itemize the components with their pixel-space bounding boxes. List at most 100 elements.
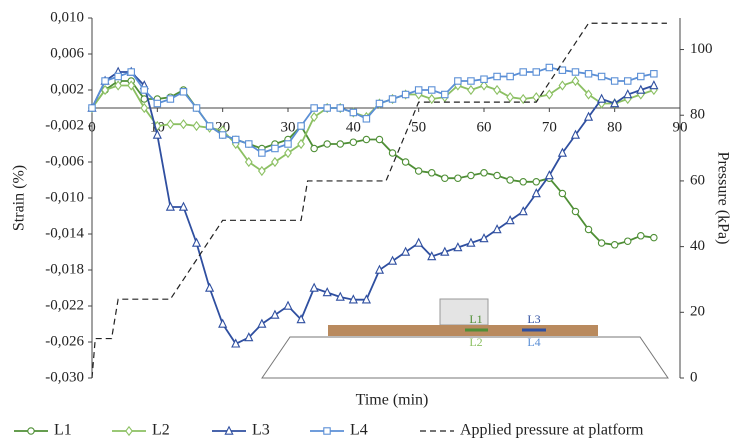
marker <box>101 77 109 85</box>
marker <box>532 178 541 186</box>
marker <box>245 140 253 148</box>
marker <box>532 68 541 76</box>
marker <box>192 120 201 132</box>
marker <box>570 129 581 139</box>
marker <box>441 90 449 99</box>
marker <box>310 111 319 123</box>
marker <box>532 92 541 103</box>
marker <box>388 149 397 157</box>
marker <box>322 287 332 297</box>
marker <box>244 332 254 342</box>
marker <box>610 98 620 108</box>
marker <box>480 169 488 177</box>
marker <box>375 99 384 108</box>
marker <box>414 167 423 175</box>
y2-tick-label: 100 <box>690 41 713 57</box>
marker <box>362 135 371 144</box>
marker <box>114 80 123 91</box>
marker <box>284 140 292 148</box>
marker <box>179 119 188 130</box>
marker <box>179 88 188 96</box>
marker <box>558 189 567 198</box>
marker <box>493 72 501 81</box>
marker <box>493 171 501 180</box>
marker <box>127 80 136 91</box>
x-tick-label: 60 <box>477 119 492 135</box>
marker <box>218 318 228 328</box>
marker <box>323 104 331 112</box>
marker <box>623 77 632 85</box>
marker <box>205 282 215 292</box>
marker <box>374 264 385 274</box>
marker <box>297 122 305 130</box>
marker <box>557 147 567 157</box>
legend-item: L3 <box>212 422 270 439</box>
marker <box>610 77 619 85</box>
y-tick-label: -0,022 <box>45 297 84 313</box>
x-tick-label: 80 <box>607 119 622 135</box>
marker <box>362 115 371 123</box>
marker <box>467 77 475 85</box>
marker <box>531 188 541 198</box>
marker <box>544 170 554 180</box>
marker <box>336 104 345 112</box>
marker <box>310 104 318 112</box>
marker <box>519 68 527 76</box>
x-tick-label: 50 <box>411 119 426 135</box>
y2-tick-label: 40 <box>690 238 705 254</box>
y-tick-label: 0,002 <box>50 81 84 97</box>
marker <box>480 80 488 91</box>
y-tick-label: -0,014 <box>45 225 84 241</box>
x-tick-label: 70 <box>542 119 557 135</box>
marker <box>506 92 515 103</box>
marker <box>88 104 96 112</box>
x-tick-label: 0 <box>88 119 96 135</box>
y-tick-label: -0,002 <box>45 117 84 133</box>
x-axis-title: Time (min) <box>356 392 429 409</box>
marker <box>597 239 606 247</box>
marker <box>297 138 305 150</box>
y-tick-label: -0,026 <box>45 333 84 349</box>
marker <box>231 135 240 144</box>
marker <box>349 138 358 146</box>
marker <box>441 174 449 182</box>
marker <box>271 156 279 168</box>
marker <box>284 147 292 159</box>
marker <box>493 84 501 96</box>
marker <box>270 309 280 319</box>
marker <box>335 291 345 301</box>
marker <box>296 314 306 324</box>
marker <box>440 246 450 256</box>
marker <box>192 104 201 112</box>
marker <box>309 282 319 292</box>
marker <box>571 207 580 216</box>
legend-item: L1 <box>14 422 72 439</box>
marker <box>401 90 410 99</box>
marker <box>257 165 266 177</box>
marker <box>650 233 658 242</box>
legend-label: Applied pressure at platform <box>460 422 644 439</box>
marker <box>323 427 331 435</box>
marker <box>244 156 253 168</box>
y-tick-label: 0,010 <box>50 9 84 25</box>
marker <box>584 89 593 100</box>
marker <box>453 242 463 252</box>
marker <box>597 72 606 81</box>
marker <box>506 176 514 184</box>
marker <box>610 241 619 249</box>
legend-item: L2 <box>112 422 170 439</box>
marker <box>571 75 580 87</box>
marker <box>584 225 593 234</box>
marker <box>519 93 528 105</box>
y-tick-label: -0,006 <box>45 153 84 169</box>
marker <box>505 215 515 225</box>
strip <box>328 325 598 336</box>
marker <box>545 89 554 100</box>
marker <box>323 140 331 148</box>
embankment <box>261 336 669 379</box>
legend-label: L3 <box>252 422 270 439</box>
marker <box>454 174 462 182</box>
inset-label: L3 <box>527 312 540 326</box>
marker <box>283 300 293 310</box>
series-line <box>91 80 654 246</box>
